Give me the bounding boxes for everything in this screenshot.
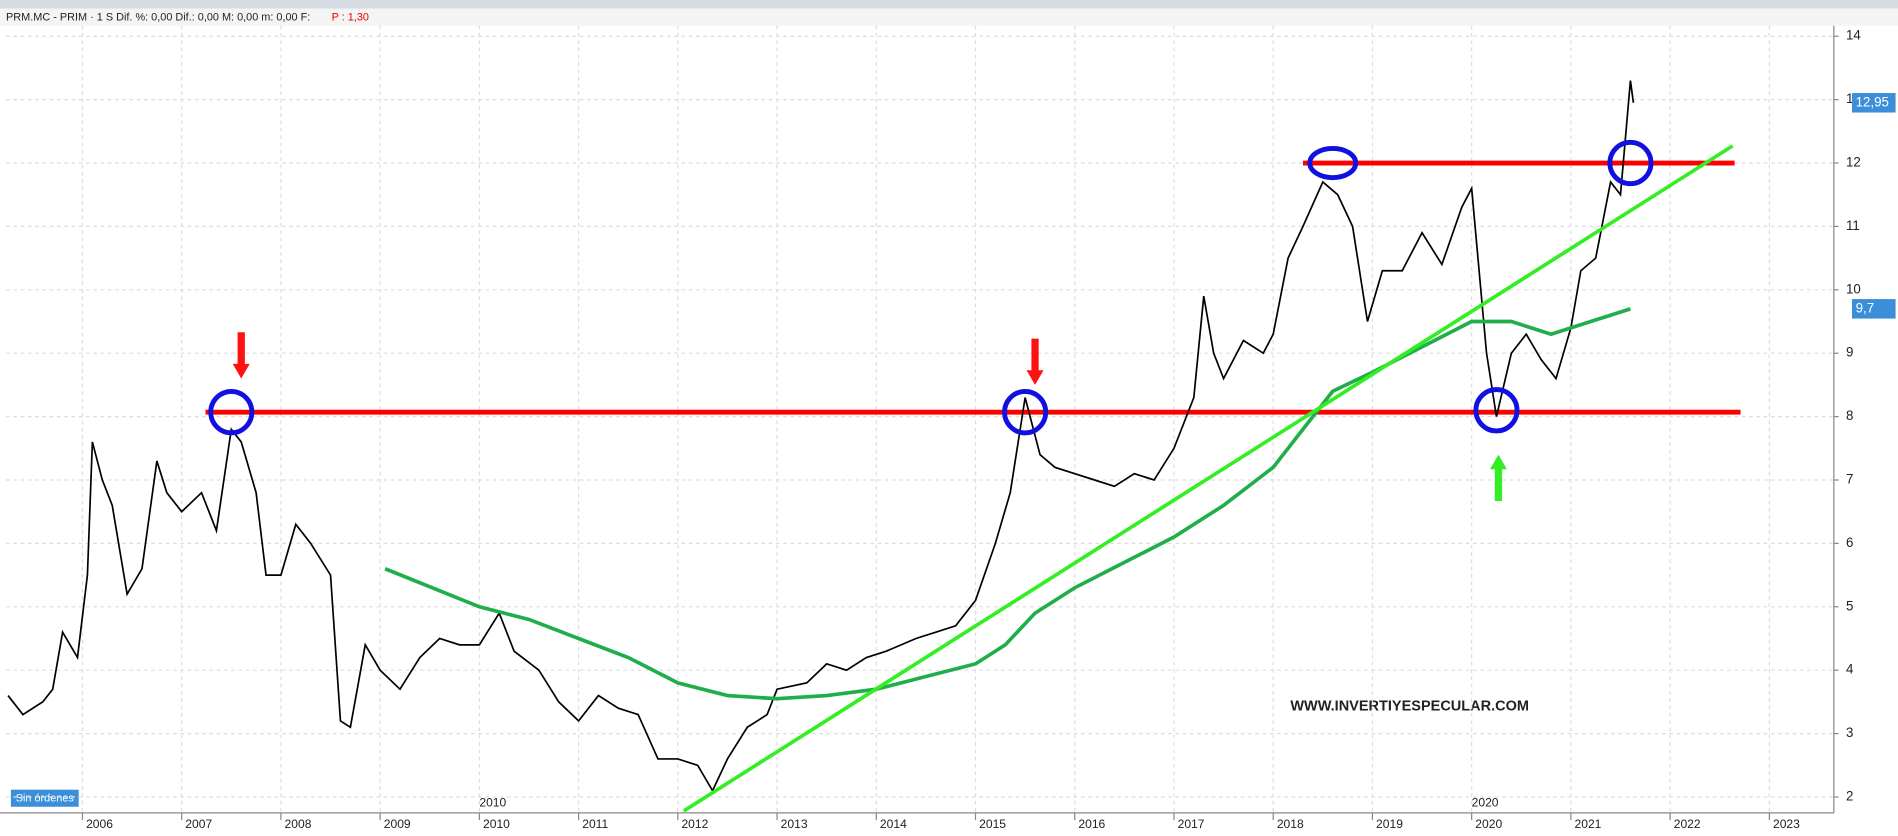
arrow xyxy=(232,332,250,379)
x-tick-label: 2021 xyxy=(1575,817,1602,831)
era-label: 2020 xyxy=(1472,795,1499,809)
circle-marker xyxy=(1307,145,1359,181)
circle-marker xyxy=(208,389,255,436)
x-tick-label: 2010 xyxy=(483,817,510,831)
y-tick-label: 10 xyxy=(1846,281,1861,296)
y-tick-label: 3 xyxy=(1846,725,1853,740)
x-tick-label: 2019 xyxy=(1376,817,1403,831)
x-tick-label: 2012 xyxy=(681,817,708,831)
trendline xyxy=(682,144,1734,813)
x-tick-label: 2006 xyxy=(86,817,113,831)
series-line xyxy=(7,80,1635,793)
x-tick-label: 2022 xyxy=(1674,817,1701,831)
price-tag xyxy=(1852,93,1896,113)
y-tick-label: 7 xyxy=(1846,472,1853,487)
header-bar xyxy=(0,8,1898,26)
arrow xyxy=(1489,454,1507,501)
y-tick-label: 2 xyxy=(1846,788,1853,803)
series-line xyxy=(384,307,1631,701)
y-tick-label: 8 xyxy=(1846,408,1853,423)
x-tick-label: 2015 xyxy=(979,817,1006,831)
x-tick-label: 2008 xyxy=(285,817,312,831)
x-tick-label: 2009 xyxy=(384,817,411,831)
tab-bar xyxy=(0,0,1898,9)
x-tick-label: 2017 xyxy=(1178,817,1205,831)
status-text: Sin órdenes xyxy=(16,793,75,805)
x-tick-label: 2020 xyxy=(1475,817,1502,831)
era-label: 2010 xyxy=(479,795,506,809)
watermark: WWW.INVERTIYESPECULAR.COM xyxy=(1290,699,1529,715)
circle-marker xyxy=(1607,139,1654,187)
circle-marker xyxy=(1002,389,1049,436)
x-tick-label: 2013 xyxy=(781,817,808,831)
status-box xyxy=(10,789,79,807)
y-tick-label: 9 xyxy=(1846,345,1853,360)
price-tag-label: 9,7 xyxy=(1856,300,1875,315)
x-tick-label: 2018 xyxy=(1277,817,1304,831)
y-tick-label: 12 xyxy=(1846,155,1861,170)
price-tag-label: 12,95 xyxy=(1856,94,1889,109)
x-tick-label: 2007 xyxy=(185,817,212,831)
y-tick-label: 5 xyxy=(1846,598,1853,613)
header-text: PRM.MC - PRIM · 1 S Dif. %: 0,00 Dif.: 0… xyxy=(6,12,310,24)
y-tick-label: 14 xyxy=(1846,28,1861,43)
x-tick-label: 2023 xyxy=(1773,817,1800,831)
x-tick-label: 2014 xyxy=(880,817,907,831)
header-p: P : 1,30 xyxy=(332,12,369,24)
y-tick-label: 6 xyxy=(1846,535,1853,550)
y-tick-label: 11 xyxy=(1846,218,1860,233)
circle-marker xyxy=(1473,387,1520,434)
x-tick-label: 2016 xyxy=(1078,817,1105,831)
price-tag xyxy=(1852,299,1896,319)
arrow xyxy=(1026,338,1044,385)
y-tick-label: 4 xyxy=(1846,662,1854,677)
x-tick-label: 2011 xyxy=(582,817,608,831)
